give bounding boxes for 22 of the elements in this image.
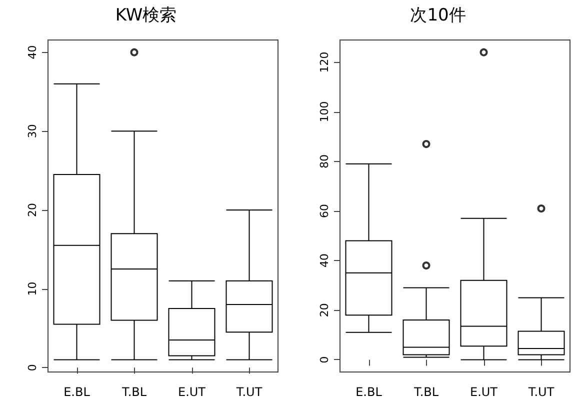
- y-tick-label: 40: [318, 254, 331, 268]
- x-tick-label: E.BL: [64, 385, 90, 399]
- x-tick-label: T.UT: [527, 385, 555, 399]
- y-tick-label: 20: [318, 303, 331, 318]
- y-tick-label: 60: [318, 204, 331, 218]
- y-tick-label: 20: [26, 202, 39, 217]
- y-tick-label: 10: [26, 282, 39, 296]
- x-tick-label: E.UT: [178, 385, 206, 399]
- x-tick-label: E.BL: [356, 385, 382, 399]
- y-tick-label: 100: [318, 101, 331, 122]
- y-tick-label: 80: [318, 154, 331, 168]
- y-tick-label: 40: [26, 45, 39, 60]
- x-tick-label: T.BL: [120, 385, 147, 399]
- chart-title: 次10件: [410, 6, 466, 26]
- x-tick-label: E.UT: [470, 385, 498, 399]
- chart-title: KW検索: [115, 6, 177, 26]
- y-tick-label: 120: [318, 52, 331, 73]
- y-tick-label: 0: [26, 364, 39, 372]
- y-tick-label: 0: [318, 356, 331, 364]
- x-tick-label: T.BL: [412, 385, 439, 399]
- x-tick-label: T.UT: [235, 385, 263, 399]
- y-tick-label: 30: [26, 124, 39, 138]
